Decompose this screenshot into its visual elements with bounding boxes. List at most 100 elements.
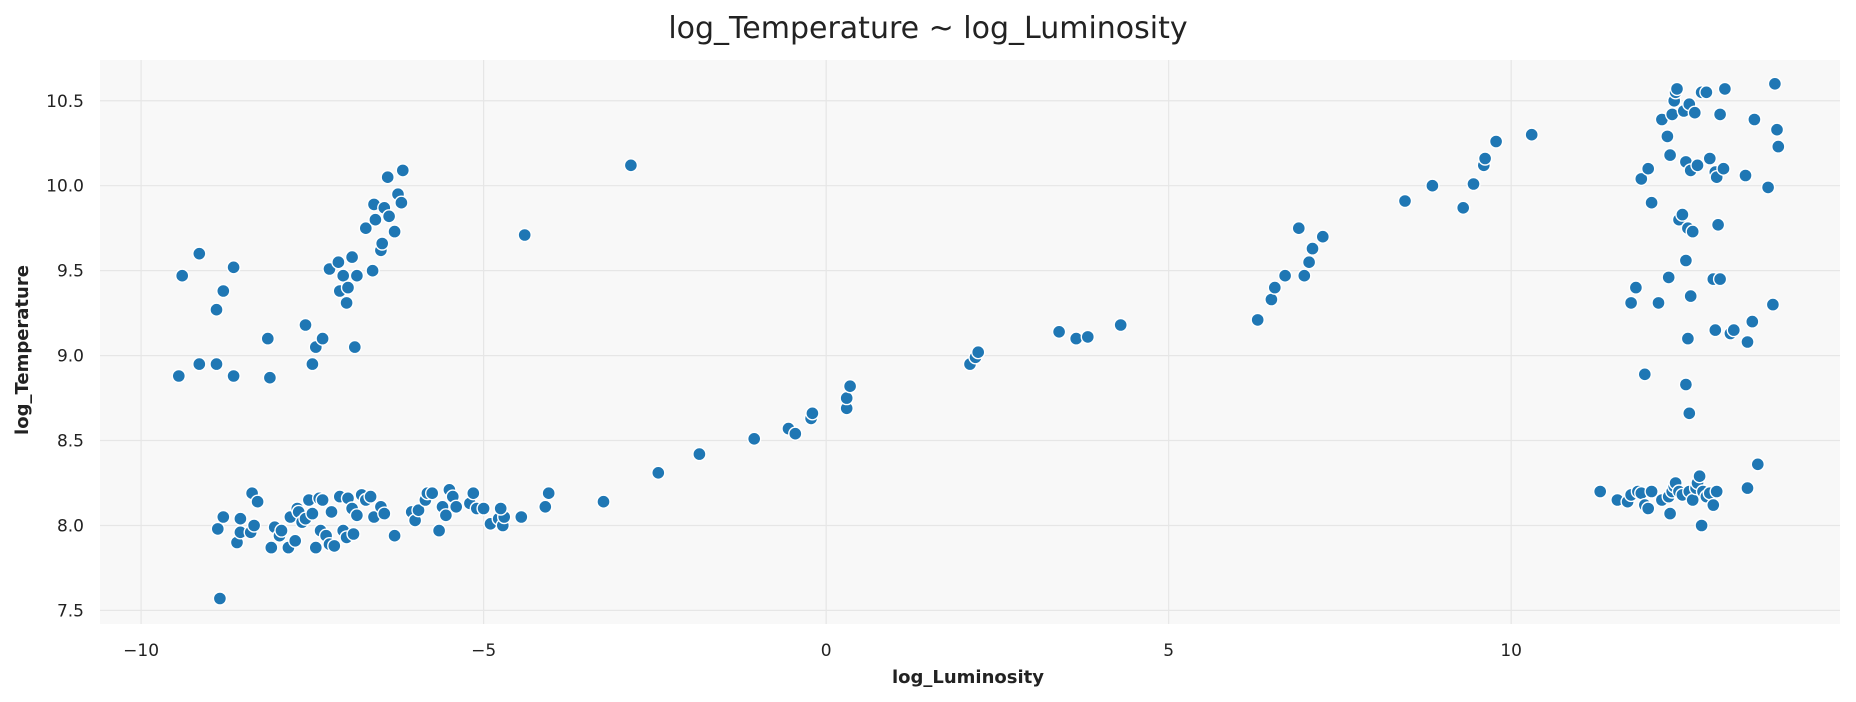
data-point bbox=[1397, 193, 1413, 209]
x-axis-label: log_Luminosity bbox=[892, 667, 1044, 688]
data-point bbox=[1687, 105, 1703, 120]
data-point bbox=[1760, 180, 1776, 195]
data-point bbox=[1488, 134, 1504, 149]
data-point bbox=[209, 302, 224, 317]
data-point bbox=[336, 268, 351, 283]
data-point bbox=[623, 158, 639, 173]
data-point bbox=[1769, 122, 1785, 137]
data-point bbox=[1051, 324, 1067, 339]
data-point bbox=[260, 331, 275, 346]
data-point bbox=[246, 518, 262, 533]
data-point bbox=[517, 227, 532, 243]
data-point bbox=[788, 426, 803, 441]
data-point bbox=[651, 465, 666, 480]
data-point bbox=[1669, 81, 1685, 97]
data-point bbox=[538, 499, 553, 514]
data-point bbox=[1291, 220, 1307, 236]
y-tick-label: 10.5 bbox=[46, 92, 84, 112]
data-point bbox=[1644, 484, 1659, 499]
data-point bbox=[1466, 176, 1481, 192]
data-point bbox=[233, 511, 248, 526]
data-point bbox=[425, 486, 440, 501]
data-point bbox=[1708, 322, 1723, 338]
data-point bbox=[1678, 253, 1694, 268]
data-point bbox=[1767, 76, 1783, 92]
plot-area bbox=[100, 60, 1840, 624]
data-point bbox=[1682, 406, 1697, 421]
data-point bbox=[1297, 268, 1312, 283]
data-point bbox=[375, 236, 390, 251]
x-tick-label: −10 bbox=[123, 641, 159, 661]
data-point bbox=[308, 540, 323, 555]
data-point bbox=[1699, 85, 1714, 100]
data-point bbox=[1709, 484, 1724, 499]
data-point bbox=[1455, 200, 1471, 216]
data-point bbox=[1644, 195, 1659, 210]
data-point bbox=[1690, 158, 1705, 173]
data-point bbox=[210, 521, 226, 537]
data-point bbox=[476, 501, 491, 516]
data-point bbox=[368, 212, 383, 227]
data-point bbox=[331, 255, 346, 270]
y-tick-label: 9.5 bbox=[57, 262, 84, 282]
data-point bbox=[514, 509, 529, 525]
data-point bbox=[692, 446, 707, 462]
data-point bbox=[1068, 331, 1084, 346]
data-point bbox=[1765, 297, 1781, 312]
data-point bbox=[1750, 457, 1766, 472]
data-point bbox=[394, 195, 409, 210]
data-points bbox=[171, 76, 1786, 606]
data-point bbox=[1694, 518, 1709, 533]
data-point bbox=[209, 356, 224, 372]
data-point bbox=[349, 508, 365, 523]
data-point bbox=[1706, 497, 1721, 513]
data-point bbox=[971, 345, 986, 360]
data-point bbox=[1740, 334, 1755, 350]
data-point bbox=[839, 390, 854, 406]
data-point bbox=[315, 331, 330, 346]
data-point bbox=[1634, 171, 1649, 187]
data-point bbox=[1592, 484, 1608, 499]
data-point bbox=[1301, 255, 1317, 270]
data-point bbox=[842, 379, 858, 394]
data-point bbox=[1264, 292, 1279, 307]
data-point bbox=[377, 506, 392, 521]
data-point bbox=[431, 523, 447, 538]
data-point bbox=[344, 249, 360, 265]
data-point bbox=[174, 268, 190, 283]
data-point bbox=[541, 486, 556, 501]
data-point bbox=[1678, 377, 1694, 392]
data-point bbox=[346, 526, 361, 542]
data-point bbox=[747, 431, 762, 446]
data-point bbox=[395, 163, 410, 178]
data-point bbox=[1628, 280, 1644, 295]
data-point bbox=[363, 489, 378, 504]
data-point bbox=[288, 533, 303, 548]
y-tick-label: 9.0 bbox=[57, 347, 84, 367]
data-point bbox=[1745, 314, 1760, 329]
data-point bbox=[493, 501, 508, 516]
data-point bbox=[466, 486, 481, 501]
data-point bbox=[358, 220, 373, 236]
data-point bbox=[327, 538, 342, 554]
data-point bbox=[226, 368, 241, 384]
data-point bbox=[298, 317, 313, 333]
data-point bbox=[387, 224, 402, 239]
data-point bbox=[339, 295, 354, 311]
data-point bbox=[1524, 127, 1539, 142]
data-point bbox=[1640, 501, 1656, 516]
data-point bbox=[380, 169, 395, 185]
y-tick-label: 7.5 bbox=[57, 601, 84, 621]
data-point bbox=[264, 540, 279, 555]
data-point bbox=[1250, 312, 1265, 328]
data-point bbox=[1651, 295, 1666, 311]
data-point bbox=[1726, 322, 1742, 338]
data-point bbox=[192, 246, 207, 261]
data-point bbox=[262, 370, 278, 385]
y-tick-label: 8.5 bbox=[57, 432, 84, 452]
data-point bbox=[1712, 271, 1728, 287]
data-point bbox=[171, 368, 187, 384]
data-point bbox=[1660, 129, 1675, 144]
data-point bbox=[365, 263, 380, 278]
